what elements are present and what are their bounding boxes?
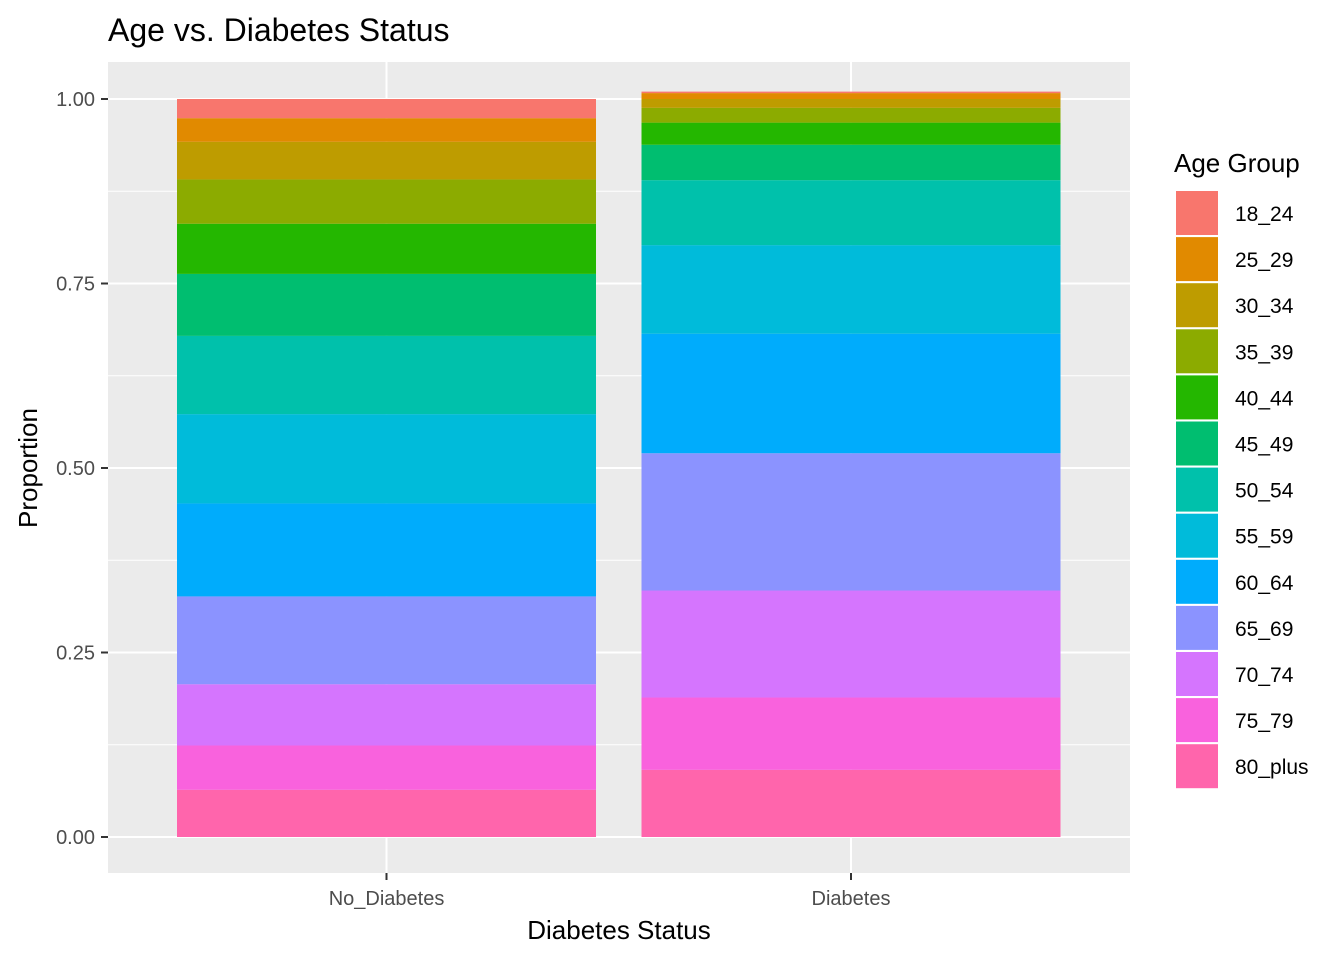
bar-segment-50_54 [177, 335, 596, 415]
bar-segment-75_79 [177, 745, 596, 790]
legend-key-18_24 [1176, 191, 1218, 235]
bar-segment-50_54 [641, 180, 1061, 246]
bar-segment-70_74 [641, 590, 1061, 698]
x-axis: No_Diabetes Diabetes [329, 873, 891, 910]
bar-segment-18_24 [641, 91, 1061, 94]
legend-key-25_29 [1176, 237, 1218, 282]
bar-segment-75_79 [641, 697, 1061, 770]
bar-segment-30_34 [177, 141, 596, 180]
legend-label: 18_24 [1235, 203, 1294, 226]
chart-title: Age vs. Diabetes Status [108, 12, 450, 48]
bar-segment-60_64 [641, 333, 1061, 454]
bar-segment-55_59 [641, 245, 1061, 334]
legend-key-30_34 [1176, 283, 1218, 328]
legend-key-65_69 [1176, 605, 1218, 650]
legend-label: 60_64 [1235, 572, 1294, 595]
legend-key-35_39 [1176, 329, 1218, 374]
legend-label: 65_69 [1235, 618, 1293, 641]
bar-segment-40_44 [641, 122, 1061, 145]
bar-segment-35_39 [177, 179, 596, 224]
legend-key-45_49 [1176, 421, 1218, 466]
bar-segment-35_39 [641, 107, 1061, 123]
bar-segment-65_69 [641, 453, 1061, 591]
bar-segment-65_69 [177, 596, 596, 685]
x-tick-label: Diabetes [812, 888, 891, 910]
legend-label: 25_29 [1235, 249, 1293, 272]
x-axis-title: Diabetes Status [527, 915, 711, 945]
legend-label: 45_49 [1235, 434, 1293, 457]
legend-key-80_plus [1176, 744, 1218, 789]
bar-segment-25_29 [177, 118, 596, 142]
x-tick-label: No_Diabetes [329, 888, 445, 910]
legend-title: Age Group [1174, 148, 1300, 178]
bar-segment-25_29 [641, 93, 1061, 99]
bar-segment-80_plus [177, 789, 596, 837]
y-tick-label: 0.75 [56, 274, 95, 296]
legend: 18_24 25_29 30_34 35_39 40_44 45_49 50_54 55_59… [1176, 191, 1309, 789]
bar-segment-80_plus [641, 769, 1061, 837]
legend-key-75_79 [1176, 698, 1218, 743]
bar-segment-45_49 [641, 144, 1061, 181]
legend-label: 70_74 [1235, 664, 1294, 687]
y-tick-label: 0.50 [56, 458, 95, 480]
bars [177, 91, 1061, 837]
legend-label: 75_79 [1235, 710, 1293, 733]
bar-segment-70_74 [177, 684, 596, 746]
legend-key-55_59 [1176, 513, 1218, 558]
bar-segment-18_24 [177, 99, 596, 119]
legend-label: 55_59 [1235, 526, 1293, 549]
legend-key-40_44 [1176, 375, 1218, 420]
y-tick-label: 1.00 [56, 89, 95, 111]
bar-segment-55_59 [177, 414, 596, 504]
legend-label: 30_34 [1235, 295, 1294, 318]
y-tick-label: 0.25 [56, 643, 95, 665]
bar-segment-30_34 [641, 99, 1061, 108]
bar-segment-40_44 [177, 223, 596, 274]
legend-key-70_74 [1176, 652, 1218, 696]
legend-label: 80_plus [1235, 756, 1309, 779]
y-tick-label: 0.00 [56, 827, 95, 849]
legend-label: 40_44 [1235, 387, 1294, 410]
bar-segment-45_49 [177, 273, 596, 336]
legend-label: 35_39 [1235, 341, 1293, 364]
legend-key-60_64 [1176, 559, 1218, 604]
legend-key-50_54 [1176, 467, 1218, 512]
y-axis: 0.00 0.25 0.50 0.75 1.00 [56, 89, 108, 849]
bar-segment-60_64 [177, 503, 596, 597]
legend-label: 50_54 [1235, 480, 1294, 503]
y-axis-title: Proportion [13, 408, 43, 528]
